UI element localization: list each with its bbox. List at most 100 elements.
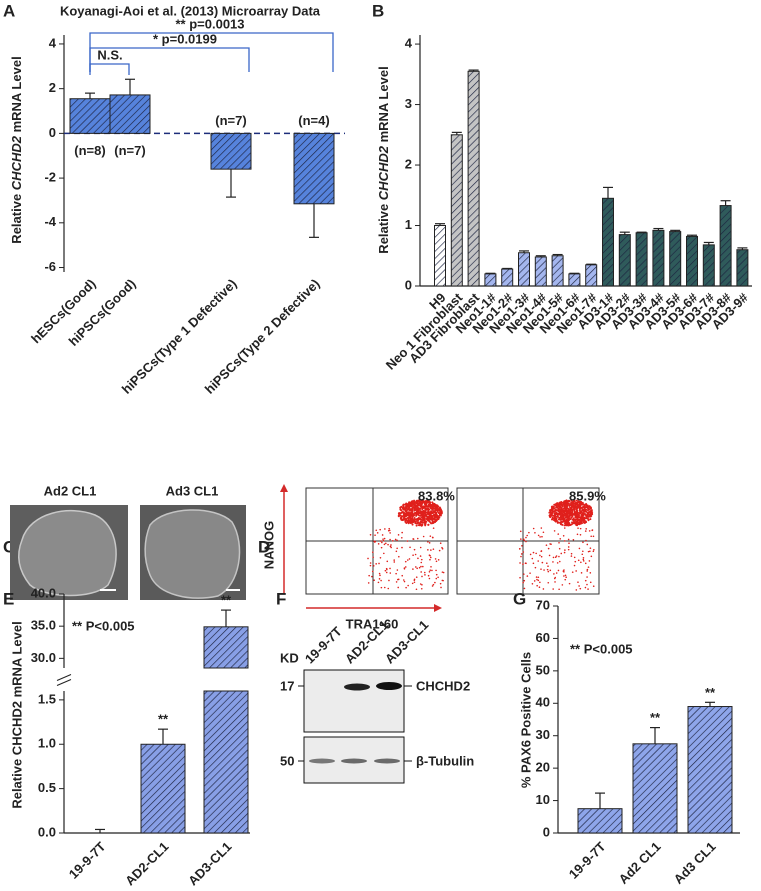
- flow-dot: [565, 576, 567, 579]
- flow-dot: [442, 579, 444, 582]
- y-tick-label: 30.0: [31, 650, 56, 665]
- flow-dot: [563, 551, 566, 554]
- flow-dot: [570, 514, 573, 517]
- flow-dot: [412, 554, 414, 557]
- flow-dot: [426, 499, 429, 502]
- flow-dot: [566, 520, 569, 523]
- flow-dot: [557, 505, 560, 508]
- bar: [534, 256, 547, 287]
- flow-dot: [561, 509, 564, 512]
- flow-dot: [414, 504, 417, 507]
- y-tick-label: 40: [536, 695, 550, 710]
- flow-dot: [580, 519, 583, 522]
- flow-dot: [427, 517, 430, 520]
- flow-dot: [420, 521, 423, 524]
- y-tick-label: 0: [49, 125, 56, 140]
- bar: [652, 229, 665, 287]
- flow-dot: [403, 517, 406, 520]
- flow-dot: [367, 582, 370, 584]
- flow-dot: [403, 568, 406, 570]
- flow-dot: [590, 535, 593, 538]
- flow-dot: [526, 534, 528, 537]
- flow-dot: [547, 581, 550, 584]
- flow-dot: [409, 546, 411, 549]
- flow-dot: [564, 510, 567, 513]
- flow-dot: [534, 532, 536, 534]
- flow-dot: [579, 501, 582, 504]
- flow-dot: [535, 576, 538, 578]
- flow-dot: [415, 566, 417, 568]
- flow-dot: [575, 521, 578, 524]
- flow-dot: [410, 521, 413, 524]
- comparison-bracket: [89, 32, 334, 72]
- flow-dot: [424, 520, 427, 523]
- flow-dot: [576, 507, 579, 510]
- flow-dot: [578, 547, 581, 550]
- flow-dot: [432, 527, 435, 529]
- flow-dot: [383, 552, 385, 555]
- flow-dot: [377, 581, 380, 584]
- flow-dot: [435, 513, 438, 516]
- flow-dot: [582, 516, 585, 519]
- flow-dot: [396, 569, 399, 571]
- flow-dot: [426, 511, 429, 514]
- flow-dot: [587, 518, 590, 521]
- flow-dot: [369, 534, 372, 536]
- flow-dot: [524, 562, 527, 565]
- error-bar: [221, 609, 231, 627]
- flow-dot: [563, 575, 565, 577]
- flow-dot: [417, 508, 420, 511]
- flow-dot: [567, 515, 570, 518]
- flow-dot: [541, 561, 544, 564]
- y-tick-label: -2: [44, 170, 56, 185]
- flow-dot: [431, 569, 433, 572]
- flow-dot: [520, 538, 522, 540]
- flow-dot: [580, 503, 583, 506]
- flow-dot: [421, 575, 423, 578]
- flow-dot: [375, 563, 377, 565]
- flow-dot: [519, 562, 521, 564]
- flow-dot: [568, 542, 570, 545]
- flow-dot: [431, 504, 434, 507]
- flow-dot: [402, 511, 405, 514]
- flow-dot: [539, 536, 541, 538]
- flow-dot: [577, 559, 580, 562]
- flow-dot: [559, 509, 562, 512]
- flow-dot: [419, 555, 422, 557]
- flow-dot: [586, 568, 589, 571]
- bar: [484, 273, 497, 287]
- flow-dot: [573, 522, 576, 525]
- flow-dot: [553, 503, 556, 506]
- flow-dot: [422, 565, 424, 568]
- panel-letter: F: [276, 589, 286, 608]
- bar: [719, 205, 732, 287]
- blot: [298, 669, 412, 784]
- error-bar: [552, 253, 563, 256]
- flow-dot: [427, 541, 429, 543]
- flow-dot: [573, 507, 576, 510]
- y-tick-label: 0: [543, 824, 550, 839]
- flow-dot: [397, 586, 400, 589]
- flow-dot: [579, 534, 582, 536]
- error-bar: [451, 131, 462, 135]
- flow-dot: [519, 530, 522, 533]
- flow-dot: [393, 559, 395, 561]
- flow-dot: [576, 509, 579, 512]
- x-tick-label: Ad3 CL1: [671, 839, 719, 887]
- flow-dot: [540, 568, 542, 570]
- y-tick-label: -6: [44, 259, 56, 274]
- error-bar: [737, 247, 748, 250]
- y-tick-label: 1.5: [38, 691, 56, 706]
- y-label-part: Relative: [376, 200, 391, 253]
- flow-dot: [420, 561, 423, 564]
- y-tick-label: 2: [405, 156, 412, 171]
- flow-dot: [550, 508, 553, 511]
- flow-dot: [555, 502, 558, 505]
- flow-dot: [395, 581, 398, 583]
- bar: [467, 70, 480, 287]
- flow-dot: [558, 517, 561, 520]
- flow-dot: [431, 585, 434, 587]
- flow-dot: [552, 556, 555, 559]
- flow-dot: [585, 539, 587, 542]
- flow-dot: [590, 506, 593, 509]
